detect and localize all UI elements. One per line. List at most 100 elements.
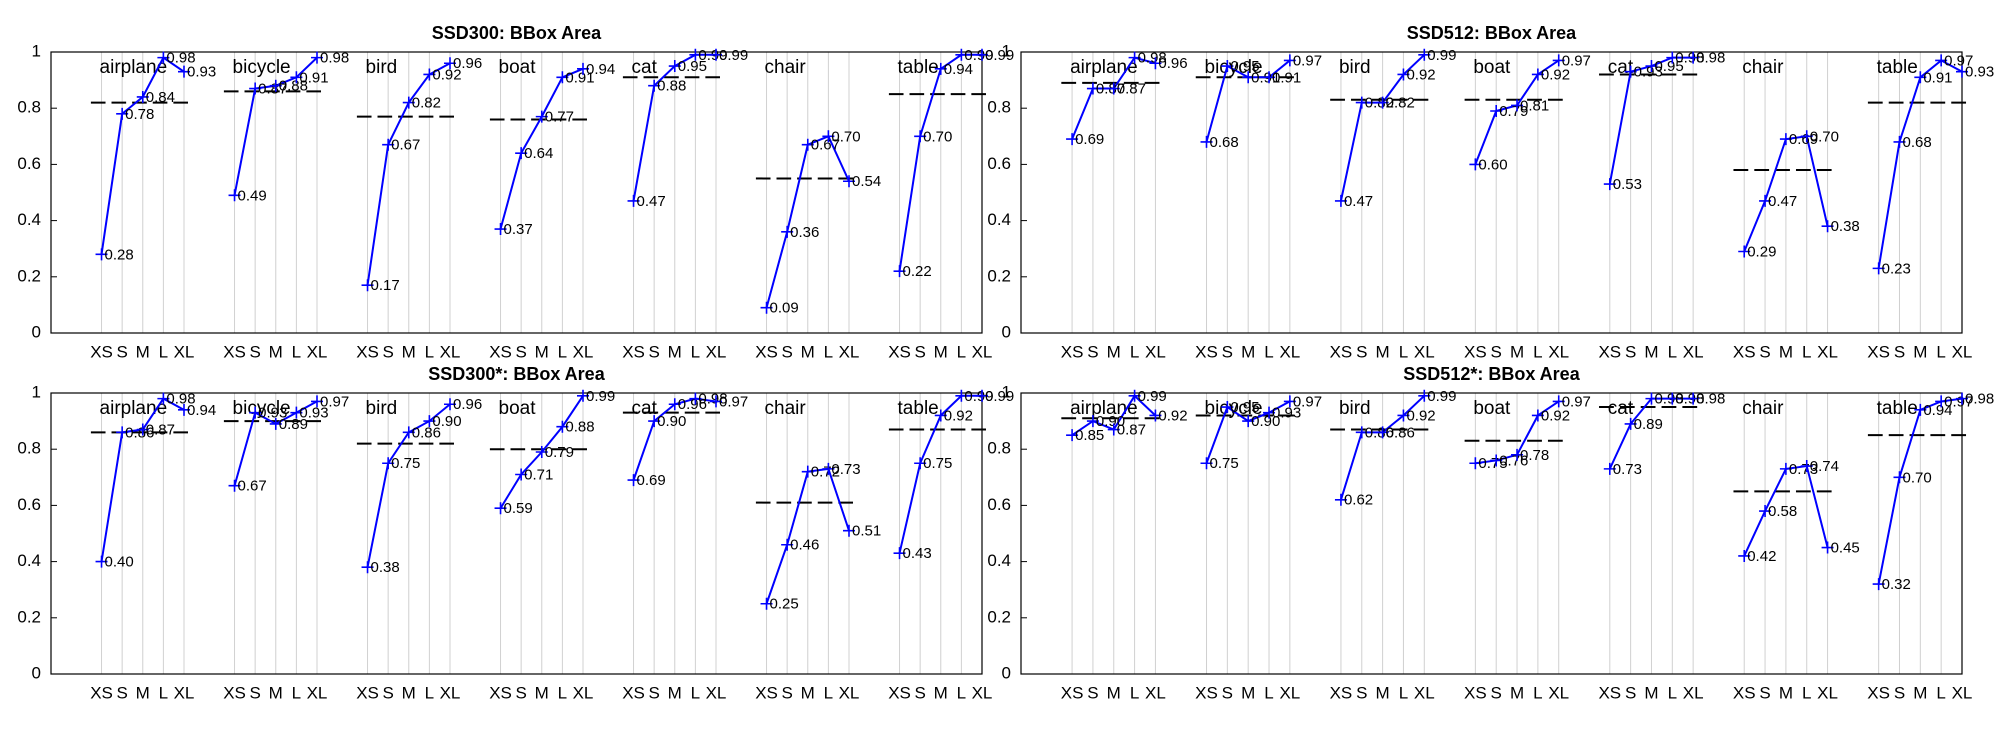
- value-label: 0.54: [852, 173, 881, 190]
- x-tick-label: S: [1356, 342, 1367, 361]
- value-label: 0.70: [923, 128, 952, 145]
- value-label: 0.98: [1696, 50, 1725, 67]
- value-label: 0.98: [698, 391, 727, 408]
- group-label: table: [1877, 57, 1918, 78]
- x-tick-label: XL: [706, 683, 727, 702]
- value-label: 0.98: [1138, 50, 1167, 67]
- point-marker: [1242, 71, 1255, 84]
- x-tick-label: XL: [1683, 683, 1704, 702]
- group-label: bicycle: [233, 398, 291, 419]
- point-marker: [556, 71, 569, 84]
- point-marker: [1397, 409, 1410, 422]
- group-label: chair: [765, 57, 807, 78]
- x-tick-label: S: [1625, 342, 1636, 361]
- point-marker: [627, 194, 640, 207]
- point-marker: [228, 189, 241, 202]
- value-label: 0.42: [1747, 548, 1776, 565]
- x-tick-label: XS: [888, 342, 911, 361]
- chart-title: SSD300*: BBox Area: [428, 364, 605, 384]
- point-marker: [1511, 448, 1524, 461]
- value-label: 0.95: [1230, 399, 1259, 416]
- value-label: 0.38: [1831, 218, 1860, 235]
- point-marker: [382, 138, 395, 151]
- point-marker: [1914, 71, 1927, 84]
- point-marker: [955, 389, 968, 402]
- x-tick-label: S: [116, 342, 127, 361]
- point-marker: [689, 392, 702, 405]
- value-label: 0.70: [1810, 128, 1839, 145]
- x-tick-label: M: [402, 683, 416, 702]
- group-label: table: [1877, 398, 1918, 419]
- y-tick-label: 0: [1002, 322, 1011, 341]
- value-label: 0.58: [1768, 503, 1797, 520]
- point-marker: [843, 524, 855, 537]
- x-tick-label: M: [136, 342, 150, 361]
- value-label: 0.98: [320, 50, 349, 67]
- value-label: 0.59: [504, 500, 533, 517]
- point-marker: [178, 65, 190, 78]
- point-marker: [781, 538, 794, 551]
- x-tick-label: S: [1087, 683, 1098, 702]
- point-marker: [157, 392, 170, 405]
- x-tick-label: S: [1222, 342, 1233, 361]
- value-label: 0.93: [299, 405, 328, 422]
- x-tick-label: XS: [622, 342, 645, 361]
- point-marker: [1066, 133, 1079, 146]
- value-label: 0.67: [238, 478, 267, 495]
- point-marker: [668, 60, 681, 73]
- x-tick-label: XL: [972, 342, 993, 361]
- value-label: 0.88: [279, 78, 308, 95]
- value-label: 0.74: [1810, 458, 1839, 475]
- value-label: 0.45: [1831, 540, 1860, 557]
- value-label: 0.88: [565, 419, 594, 436]
- x-tick-label: M: [1913, 683, 1927, 702]
- x-tick-label: XS: [1330, 683, 1353, 702]
- x-tick-label: S: [1356, 683, 1367, 702]
- point-marker: [95, 555, 108, 568]
- group-label: cat: [632, 398, 658, 419]
- y-tick-label: 0: [32, 322, 41, 341]
- y-tick-label: 1: [32, 41, 41, 60]
- point-marker: [1759, 505, 1772, 518]
- value-label: 0.92: [1541, 407, 1570, 424]
- x-tick-label: XL: [839, 342, 860, 361]
- value-label: 0.95: [678, 58, 707, 75]
- point-marker: [1355, 426, 1368, 439]
- point-marker: [934, 62, 947, 75]
- value-label: 0.90: [1251, 413, 1280, 430]
- x-tick-label: L: [159, 342, 168, 361]
- point-marker: [361, 561, 374, 574]
- x-tick-label: S: [249, 683, 260, 702]
- x-tick-label: M: [136, 683, 150, 702]
- point-marker: [1376, 96, 1389, 109]
- x-tick-label: M: [1779, 683, 1793, 702]
- x-tick-label: S: [914, 342, 925, 361]
- x-tick-label: XS: [356, 683, 379, 702]
- group-label: airplane: [1070, 398, 1138, 419]
- value-label: 0.95: [1654, 58, 1683, 75]
- x-tick-label: S: [515, 342, 526, 361]
- value-label: 0.93: [1965, 64, 1994, 81]
- value-label: 0.98: [166, 391, 195, 408]
- point-marker: [976, 48, 988, 61]
- x-tick-label: L: [1264, 683, 1273, 702]
- value-label: 0.75: [1210, 455, 1239, 472]
- point-marker: [893, 547, 906, 560]
- x-tick-label: XL: [1817, 342, 1838, 361]
- point-marker: [494, 502, 507, 515]
- x-tick-label: L: [824, 683, 833, 702]
- value-label: 0.29: [1747, 243, 1776, 260]
- x-tick-label: L: [425, 342, 434, 361]
- point-marker: [822, 462, 835, 475]
- x-tick-label: XL: [1414, 683, 1435, 702]
- point-marker: [1552, 54, 1565, 67]
- x-tick-label: XS: [223, 683, 246, 702]
- point-marker: [1200, 135, 1213, 148]
- x-tick-label: XS: [622, 683, 645, 702]
- value-label: 0.87: [258, 80, 287, 97]
- value-label: 0.69: [1075, 131, 1104, 148]
- x-tick-label: M: [535, 683, 549, 702]
- value-label: 0.47: [1344, 193, 1373, 210]
- point-marker: [116, 107, 129, 120]
- x-tick-label: S: [1087, 342, 1098, 361]
